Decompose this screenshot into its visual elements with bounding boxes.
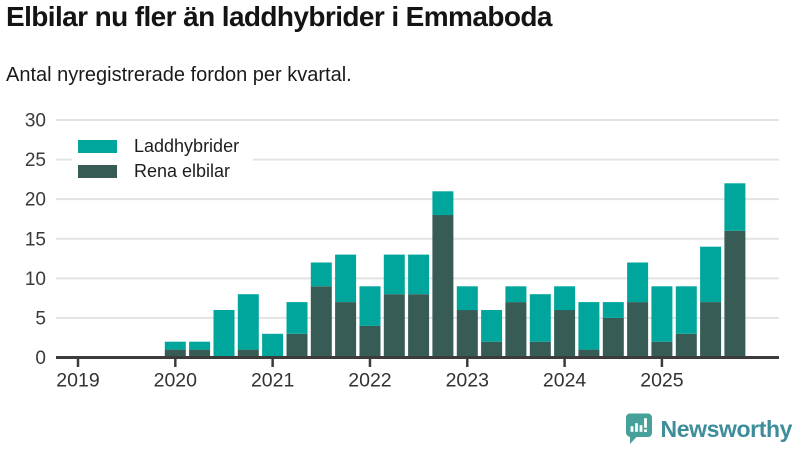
bar-segment [189, 341, 211, 350]
bar-segment [456, 310, 478, 358]
legend-label-laddhybrider: Laddhybrider [134, 136, 240, 156]
legend-item-rena-elbilar: Rena elbilar [78, 162, 239, 180]
y-tick-label-20: 20 [25, 190, 46, 211]
page-title: Elbilar nu fler än laddhybrider i Emmabo… [6, 1, 552, 32]
bar-segment [505, 286, 527, 303]
y-tick-label-5: 5 [35, 308, 46, 329]
brand-name: Newsworthy [660, 415, 793, 442]
bar-segment [602, 302, 624, 318]
bar-segment [700, 302, 722, 358]
bar-segment [578, 349, 600, 358]
newsworthy-icon [625, 413, 652, 444]
bar-segment [675, 286, 697, 334]
legend-swatch-rena-elbilar [78, 164, 117, 178]
bar-segment [675, 333, 697, 358]
bar-segment [359, 286, 381, 326]
bar-segment [578, 302, 600, 350]
bar-segment [383, 254, 405, 295]
legend-swatch-laddhybrider [78, 139, 117, 153]
y-tick-label-0: 0 [35, 348, 46, 369]
bar-chart-glyph [630, 418, 647, 432]
bar-segment [359, 325, 381, 358]
bar-segment [262, 333, 284, 358]
bar-segment [651, 341, 673, 358]
bar-segment [724, 230, 746, 358]
x-tick-label-2019: 2019 [56, 370, 99, 392]
y-tick-label-10: 10 [25, 269, 46, 290]
bar-segment [700, 246, 722, 303]
bar-segment [554, 286, 576, 311]
x-tick-label-2020: 2020 [154, 370, 198, 392]
bar-segment [651, 286, 673, 342]
bar-segment [237, 294, 259, 350]
bar-segment [481, 341, 503, 358]
bar-segment [481, 310, 503, 342]
bar-segment [529, 341, 551, 358]
bar-segment [310, 286, 332, 358]
legend-label-rena-elbilar: Rena elbilar [134, 161, 231, 181]
bar-segment [286, 333, 308, 358]
x-tick-label-2024: 2024 [543, 370, 587, 392]
bar-segment [554, 310, 576, 358]
bar-segment [237, 349, 259, 358]
brand-logo[interactable]: Newsworthy [625, 413, 792, 445]
bar-segment [627, 302, 649, 358]
y-tick-label-25: 25 [25, 150, 46, 171]
x-tick-label-2021: 2021 [251, 370, 294, 392]
bar-segment [335, 302, 357, 358]
bar-segment [164, 341, 186, 350]
y-tick-label-15: 15 [25, 229, 46, 250]
x-tick-label-2022: 2022 [348, 370, 391, 392]
bar-segment [335, 254, 357, 303]
bar-segment [432, 191, 454, 216]
bar-segment [627, 262, 649, 303]
y-tick-label-30: 30 [25, 111, 46, 132]
bar-segment [213, 310, 235, 358]
bar-segment [189, 349, 211, 358]
legend: Laddhybrider Rena elbilar [72, 132, 254, 187]
bar-segment [602, 317, 624, 358]
bar-segment [432, 215, 454, 358]
x-tick-label-2025: 2025 [640, 370, 684, 392]
bar-segment [164, 349, 186, 358]
bar-segment [724, 183, 746, 231]
legend-item-laddhybrider: Laddhybrider [78, 137, 239, 155]
bar-segment [286, 302, 308, 334]
bar-segment [505, 302, 527, 358]
bar-segment [456, 286, 478, 311]
page-subtitle: Antal nyregistrerade fordon per kvartal. [6, 64, 352, 86]
bar-segment [529, 294, 551, 342]
bar-segment [408, 254, 430, 295]
bar-segment [310, 262, 332, 287]
bar-segment [408, 294, 430, 358]
x-tick-label-2023: 2023 [446, 370, 489, 392]
bar-segment [383, 294, 405, 358]
